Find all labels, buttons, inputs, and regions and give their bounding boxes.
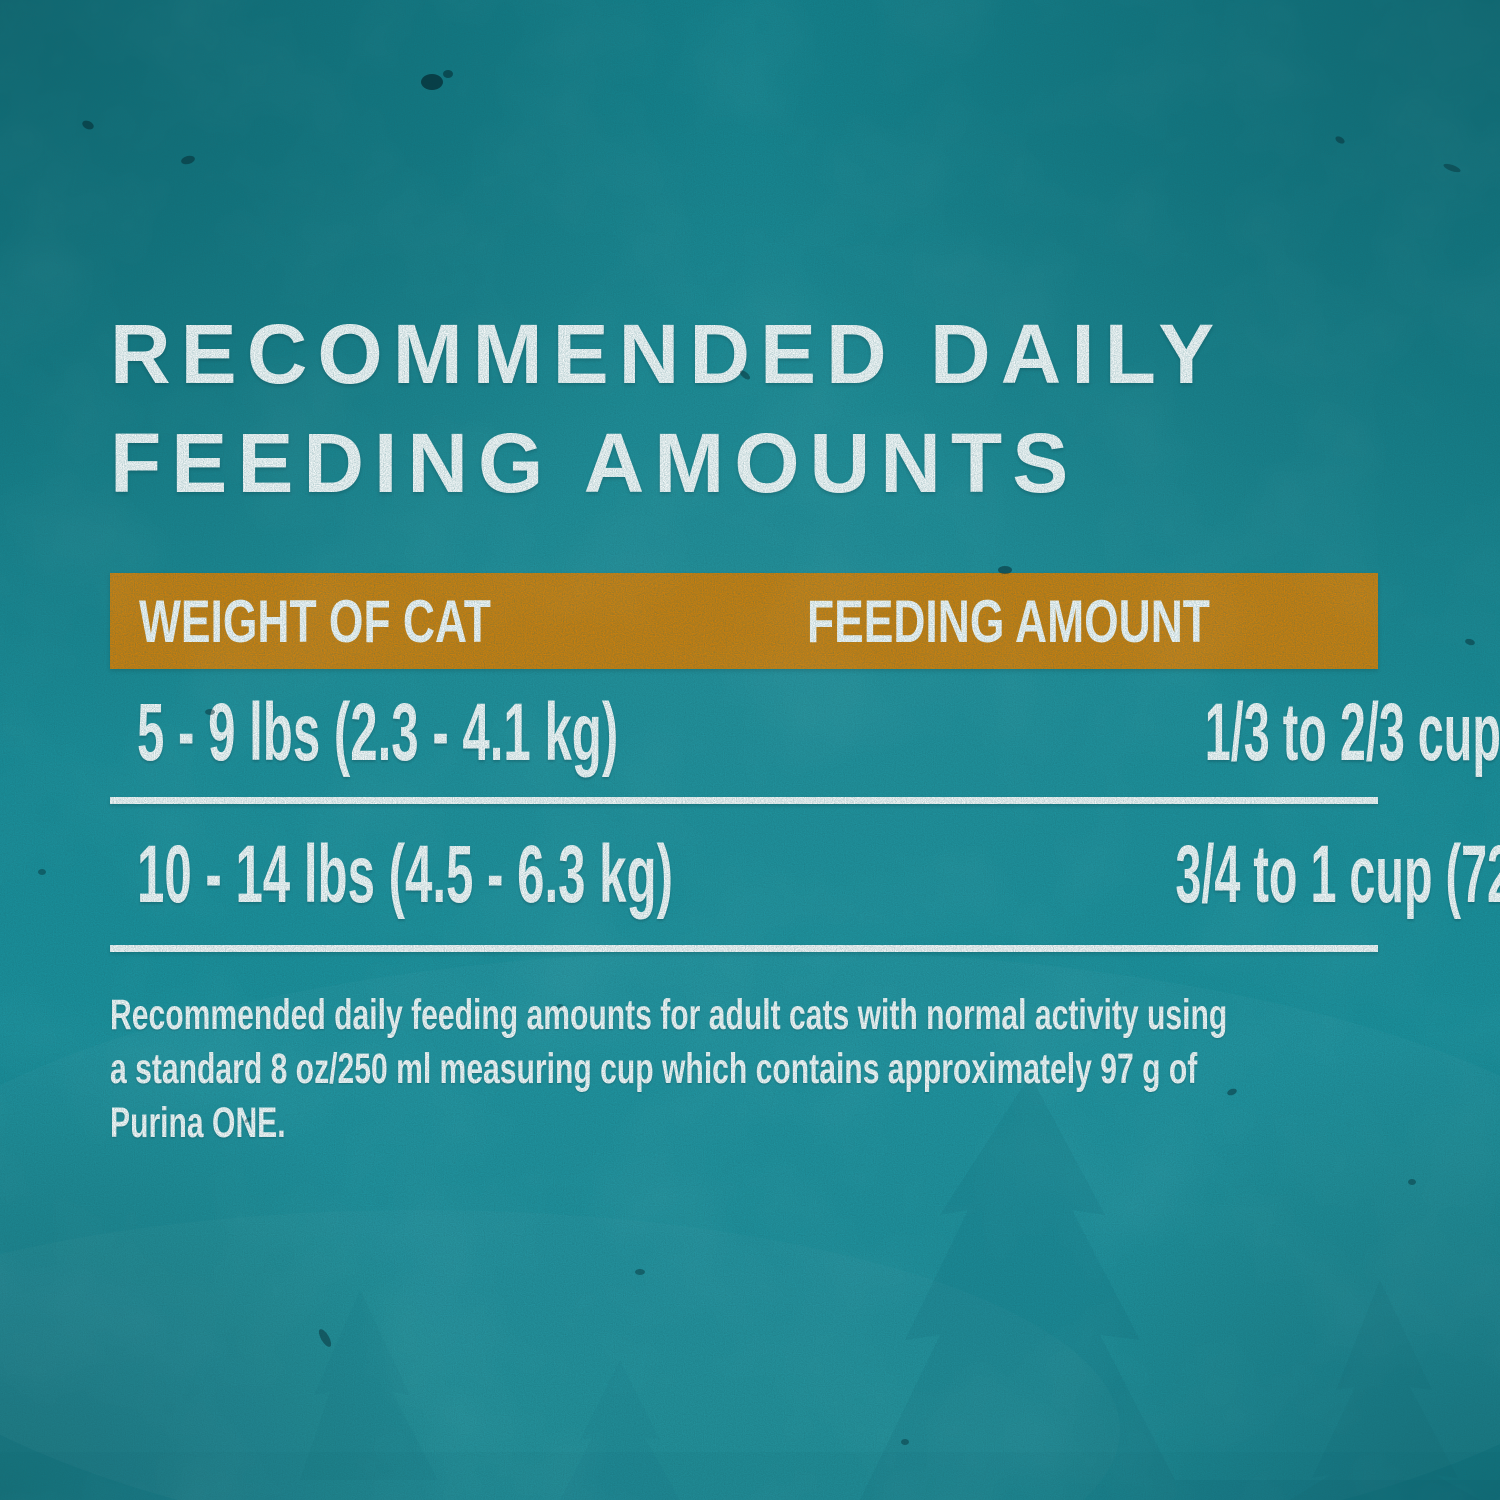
feeding-table: WEIGHT OF CAT FEEDING AMOUNT 5 - 9 lbs (… bbox=[110, 573, 1500, 952]
weight-cell: 10 - 14 lbs (4.5 - 6.3 kg) bbox=[110, 828, 807, 922]
title-line-1: RECOMMENDED DAILY bbox=[110, 307, 1225, 401]
amount-value: 3/4 to 1 cup (72 - 97 g) bbox=[1175, 828, 1500, 920]
footnote-line-1: Recommended daily feeding amounts for ad… bbox=[110, 991, 1228, 1039]
col-header-weight-of-cat: WEIGHT OF CAT bbox=[139, 587, 491, 655]
amount-cell: 1/3 to 2/3 cup (32 - 64 g) bbox=[807, 686, 1500, 780]
weight-value: 5 - 9 lbs (2.3 - 4.1 kg) bbox=[137, 687, 619, 778]
table-header-bar: WEIGHT OF CAT FEEDING AMOUNT bbox=[110, 573, 1378, 669]
header-cell-weight: WEIGHT OF CAT bbox=[110, 587, 807, 656]
table-row: 10 - 14 lbs (4.5 - 6.3 kg) 3/4 to 1 cup … bbox=[110, 804, 1500, 945]
amount-value: 1/3 to 2/3 cup (32 - 64 g) bbox=[1205, 687, 1500, 778]
row-divider bbox=[110, 945, 1378, 952]
col-header-feeding-amount: FEEDING AMOUNT bbox=[807, 587, 1210, 655]
footnote: Recommended daily feeding amounts for ad… bbox=[110, 988, 1500, 1150]
row-divider bbox=[110, 797, 1378, 804]
amount-cell: 3/4 to 1 cup (72 - 97 g) bbox=[807, 828, 1500, 922]
table-row: 5 - 9 lbs (2.3 - 4.1 kg) 1/3 to 2/3 cup … bbox=[110, 669, 1500, 797]
footnote-line-2: a standard 8 oz/250 ml measuring cup whi… bbox=[110, 1045, 1198, 1093]
header-cell-amount: FEEDING AMOUNT bbox=[807, 587, 1378, 656]
weight-cell: 5 - 9 lbs (2.3 - 4.1 kg) bbox=[110, 686, 807, 780]
page-title: RECOMMENDED DAILY FEEDING AMOUNTS bbox=[110, 300, 1224, 518]
footnote-line-3: Purina ONE. bbox=[110, 1099, 286, 1147]
title-line-2: FEEDING AMOUNTS bbox=[110, 416, 1079, 510]
weight-value: 10 - 14 lbs (4.5 - 6.3 kg) bbox=[137, 828, 673, 920]
